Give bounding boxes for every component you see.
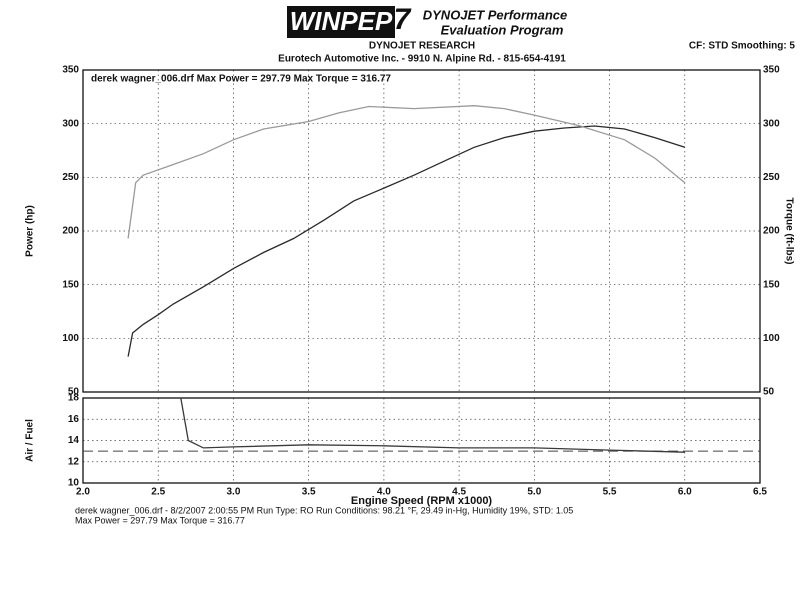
- company: DYNOJET RESEARCH: [369, 41, 475, 52]
- legend-text: derek wagner_006.drf Max Power = 297.79 …: [91, 74, 391, 85]
- x-tick-label: 6.0: [678, 487, 692, 498]
- product-line2: Evaluation Program: [441, 22, 564, 37]
- y2-tick-label: 300: [763, 118, 780, 129]
- x-tick-label: 5.0: [527, 487, 541, 498]
- product-line1: DYNOJET Performance: [423, 7, 568, 22]
- y-tick-label: 300: [62, 118, 79, 129]
- plot-frame: [82, 69, 761, 393]
- y2-tick-label: 250: [763, 172, 780, 183]
- y2-tick-label: 100: [763, 333, 780, 344]
- y-tick-label: 10: [68, 478, 80, 489]
- y-tick-label: 350: [62, 65, 79, 76]
- y2-axis-label: Torque (ft-lbs): [783, 197, 794, 264]
- logo-box: [287, 6, 395, 38]
- settings: CF: STD Smoothing: 5: [689, 41, 796, 52]
- y-tick-label: 14: [68, 435, 80, 446]
- y2-tick-label: 350: [763, 65, 780, 76]
- y-tick-label: 250: [62, 172, 79, 183]
- y-tick-label: 100: [62, 333, 79, 344]
- series-line: [127, 105, 686, 239]
- x-tick-label: 3.0: [226, 487, 240, 498]
- y-tick-label: 16: [68, 414, 80, 425]
- logo: WINPEP: [290, 6, 393, 36]
- x-tick-label: 2.5: [151, 487, 165, 498]
- y-tick-label: 12: [68, 456, 80, 467]
- footer-line1: derek wagner_006.drf - 8/2/2007 2:00:55 …: [75, 505, 573, 515]
- y-tick-label: 150: [62, 279, 79, 290]
- x-tick-label: 6.5: [753, 487, 767, 498]
- x-tick-label: 2.0: [76, 487, 90, 498]
- y-tick-label: 18: [68, 393, 80, 404]
- x-tick-label: 3.5: [302, 487, 316, 498]
- shop: Eurotech Automotive Inc. - 9910 N. Alpin…: [278, 54, 566, 65]
- y-axis-label: Air / Fuel: [25, 419, 36, 462]
- y2-tick-label: 50: [763, 387, 775, 398]
- y2-tick-label: 200: [763, 226, 780, 237]
- x-axis-label: Engine Speed (RPM x1000): [351, 495, 493, 507]
- plot-frame: [82, 397, 761, 484]
- logo-number: 7: [394, 3, 412, 36]
- series-line: [127, 125, 685, 357]
- series-line: [180, 397, 685, 453]
- x-tick-label: 5.5: [603, 487, 617, 498]
- footer-line2: Max Power = 297.79 Max Torque = 316.77: [75, 515, 245, 525]
- y-axis-label: Power (hp): [25, 205, 36, 257]
- y-tick-label: 50: [68, 387, 80, 398]
- x-tick-label: 4.5: [452, 487, 466, 498]
- y2-tick-label: 150: [763, 279, 780, 290]
- y-tick-label: 200: [62, 226, 79, 237]
- x-tick-label: 4.0: [377, 487, 391, 498]
